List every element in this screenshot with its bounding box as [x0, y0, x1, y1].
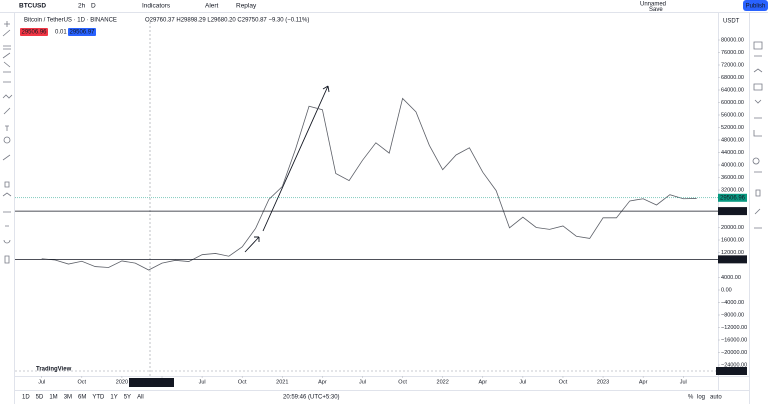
left-toolbar-icons[interactable]	[2, 21, 13, 264]
publish[interactable]: Publish	[746, 4, 766, 10]
x-tick-label: Jul	[359, 379, 366, 385]
y-tick-label: 56000.00	[721, 112, 744, 118]
y-tick-label: 20000.00	[721, 225, 744, 231]
logo: TradingView	[36, 367, 72, 373]
range-button[interactable]: YTD	[92, 395, 105, 401]
buy-price[interactable]: 29506.97	[69, 30, 95, 36]
x-tick-label: Oct	[398, 379, 407, 385]
y-tick-label: 76000.00	[721, 50, 744, 56]
crosshair-price-label: −28143.11	[717, 369, 746, 375]
log-toggle[interactable]: log	[697, 395, 705, 401]
x-tick-label: Jul	[38, 379, 45, 385]
range-button[interactable]: 3M	[64, 395, 72, 401]
range-button[interactable]: All	[137, 395, 144, 401]
percent-toggle[interactable]: %	[688, 395, 694, 401]
range-button[interactable]: 1Y	[110, 395, 117, 401]
indicators[interactable]: Indicators	[142, 3, 171, 10]
level-box	[718, 207, 747, 216]
x-tick-label: Apr	[478, 379, 487, 385]
legend-ohlc: O29760.37 H29898.29 L29680.20 C29750.87 …	[145, 18, 309, 24]
range-button[interactable]: 5D	[36, 395, 44, 401]
y-tick-label: 52000.00	[721, 125, 744, 131]
y-tick-label: 68000.00	[721, 75, 744, 81]
trend-arrows	[244, 85, 330, 253]
x-tick-label: Jul	[199, 379, 206, 385]
y-tick-label: 32000.00	[721, 187, 744, 193]
right-toolbar-icons[interactable]	[752, 41, 763, 229]
range-button[interactable]: 6M	[78, 395, 86, 401]
level-box	[718, 255, 747, 264]
x-tick-label: 2021	[276, 379, 288, 385]
x-tick-label: Apr	[318, 379, 327, 385]
y-tick-label: 16000.00	[721, 237, 744, 243]
x-tick-label: Jul	[680, 379, 687, 385]
save[interactable]: Save	[649, 7, 663, 13]
y-tick-label: 48000.00	[721, 137, 744, 143]
level-label: 25248.80	[720, 209, 746, 215]
interval[interactable]: 2h	[78, 3, 86, 10]
crosshair-price-box	[716, 367, 747, 375]
x-tick-label: 2020	[116, 379, 128, 385]
chart-style[interactable]: D	[91, 3, 96, 10]
y-tick-label: 12000.00	[721, 250, 744, 256]
level-label: 9807.00	[722, 257, 744, 263]
y-tick-label: 4000.00	[721, 275, 741, 281]
range-button[interactable]: 1M	[49, 395, 57, 401]
currency: USDT	[723, 19, 740, 25]
x-tick-label: Jul	[519, 379, 526, 385]
y-tick-label: −20000.00	[721, 350, 747, 356]
legend-title: Bitcoin / TetherUS · 1D · BINANCE	[24, 18, 117, 24]
last-price-box	[718, 193, 747, 202]
range-button[interactable]: 5Y	[124, 395, 131, 401]
y-tick-label: 60000.00	[721, 100, 744, 106]
price-line	[41, 97, 697, 271]
y-tick-label: −16000.00	[721, 337, 747, 343]
x-tick-label: Apr	[639, 379, 648, 385]
clock: 20:59:46 (UTC+5:30)	[283, 395, 340, 401]
x-tick-label: 2023	[597, 379, 609, 385]
y-tick-label: −24000.00	[721, 362, 747, 368]
y-tick-label: −12000.00	[721, 325, 747, 331]
crosshair-x-label: Wed 04 Mar '20	[130, 380, 173, 386]
alert[interactable]: Alert	[205, 3, 219, 10]
layout-name[interactable]: Unnamed	[640, 2, 666, 8]
y-tick-label: 44000.00	[721, 150, 744, 156]
y-tick-label: 36000.00	[721, 175, 744, 181]
y-tick-label: 72000.00	[721, 62, 744, 68]
sell-price[interactable]: 29506.96	[21, 30, 47, 36]
x-tick-label: Apr	[158, 379, 167, 385]
sell-box[interactable]	[20, 28, 48, 36]
publish-button[interactable]	[743, 0, 768, 11]
auto-toggle[interactable]: auto	[710, 395, 722, 401]
spread: 0.01	[55, 30, 67, 36]
x-tick-label: Oct	[238, 379, 247, 385]
x-tick-label: 2022	[437, 379, 449, 385]
range-button[interactable]: 1D	[22, 395, 30, 401]
crosshair-x-box	[129, 378, 174, 387]
y-tick-label: 80000.00	[721, 37, 744, 43]
x-tick-label: Oct	[559, 379, 568, 385]
y-tick-label: 64000.00	[721, 87, 744, 93]
y-tick-label: 0.00	[721, 287, 732, 293]
symbol[interactable]: BTCUSD	[19, 3, 46, 10]
replay[interactable]: Replay	[236, 3, 257, 10]
y-tick-label: 40000.00	[721, 162, 744, 168]
buy-box[interactable]	[68, 28, 96, 36]
y-tick-label: −8000.00	[721, 312, 744, 318]
last-price-label: 29506.96	[720, 195, 746, 201]
x-tick-label: Oct	[78, 379, 87, 385]
y-tick-label: −4000.00	[721, 300, 744, 306]
